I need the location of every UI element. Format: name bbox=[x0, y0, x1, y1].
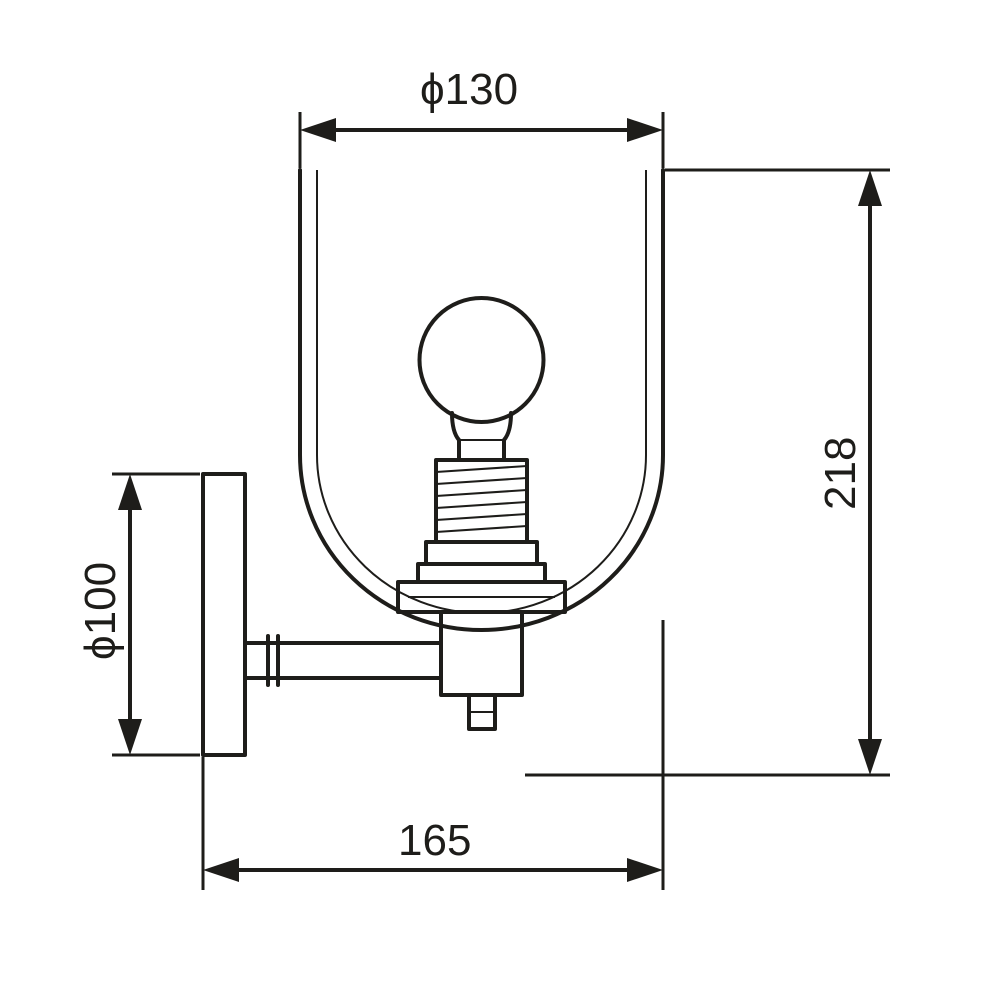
arm bbox=[245, 636, 440, 685]
dim-backplate-diameter: ϕ100 bbox=[76, 474, 200, 755]
label-backplate-diameter: ϕ100 bbox=[76, 562, 125, 660]
label-glass-diameter: ϕ130 bbox=[420, 65, 518, 114]
dim-total-height: 218 bbox=[525, 170, 890, 775]
label-total-height: 218 bbox=[816, 437, 865, 510]
glass-shade-inner bbox=[317, 170, 646, 613]
dim-total-depth: 165 bbox=[203, 620, 663, 890]
dim-glass-diameter: ϕ130 bbox=[300, 65, 663, 168]
bulb bbox=[420, 298, 544, 460]
socket bbox=[418, 460, 545, 582]
lamp-dimension-drawing: ϕ130 218 165 ϕ100 bbox=[0, 0, 1000, 1000]
glass-shade-outer bbox=[300, 170, 663, 630]
socket-base bbox=[398, 582, 565, 612]
label-total-depth: 165 bbox=[398, 816, 471, 865]
backplate bbox=[203, 474, 245, 755]
